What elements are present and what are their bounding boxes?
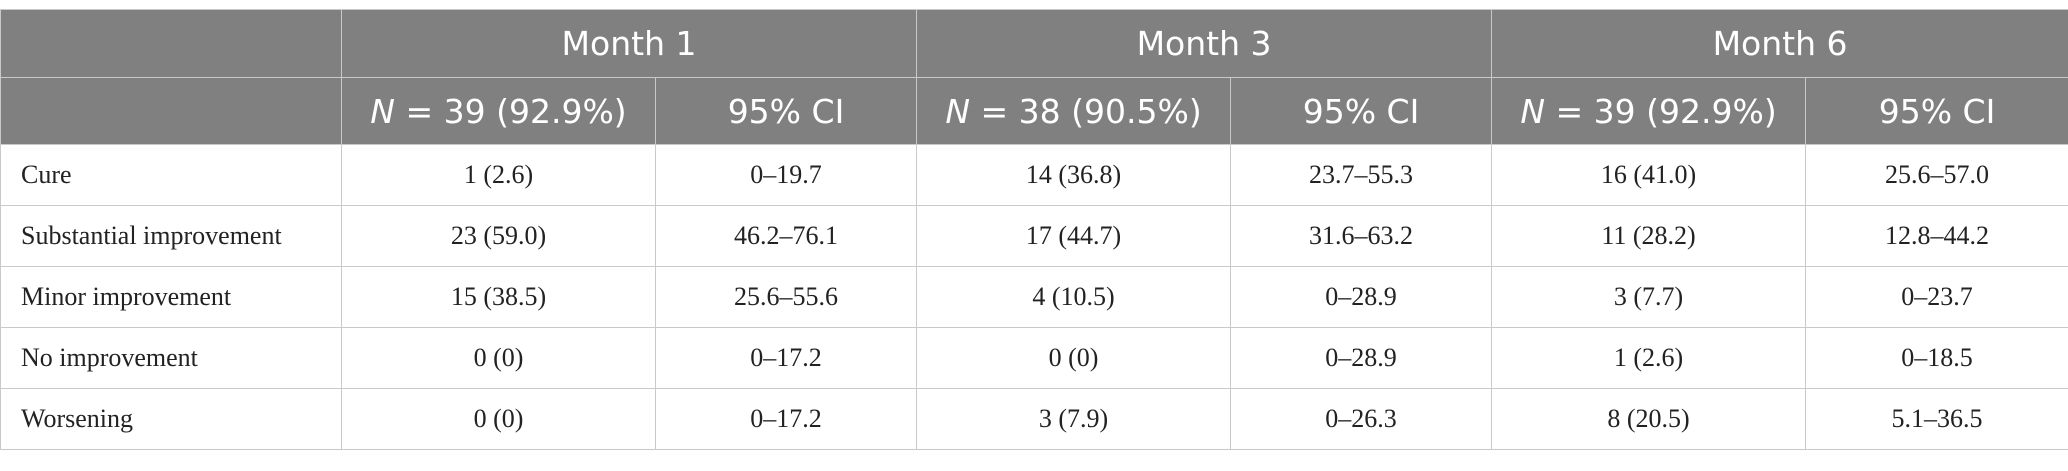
header-n-month-6: N = 39 (92.9%)	[1491, 77, 1807, 145]
table-cell: 0 (0)	[341, 388, 656, 450]
table-cell: 3 (7.9)	[916, 388, 1232, 450]
table-row: No improvement 0 (0) 0–17.2 0 (0) 0–28.9…	[0, 327, 2068, 389]
table-cell: 0 (0)	[341, 327, 656, 389]
table-cell: 0–18.5	[1805, 327, 2068, 389]
table-cell: 1 (2.6)	[1491, 327, 1807, 389]
table-cell: 0–19.7	[654, 144, 918, 206]
table-cell: 0–28.9	[1230, 327, 1493, 389]
row-label: Substantial improvement	[0, 205, 342, 267]
table-cell: 0–26.3	[1230, 388, 1493, 450]
header-ci-month-3: 95% CI	[1230, 77, 1493, 145]
table-cell: 11 (28.2)	[1491, 205, 1807, 267]
header-month-6: Month 6	[1491, 9, 2068, 78]
table-row: Minor improvement 15 (38.5) 25.6–55.6 4 …	[0, 266, 2068, 328]
row-label: No improvement	[0, 327, 342, 389]
table-row: Cure 1 (2.6) 0–19.7 14 (36.8) 23.7–55.3 …	[0, 144, 2068, 206]
table-cell: 25.6–55.6	[654, 266, 918, 328]
table-cell: 16 (41.0)	[1491, 144, 1807, 206]
table-cell: 14 (36.8)	[916, 144, 1232, 206]
n-symbol: N	[370, 91, 395, 131]
table-cell: 3 (7.7)	[1491, 266, 1807, 328]
n-value: = 39 (92.9%)	[394, 91, 627, 131]
table-cell: 0–28.9	[1230, 266, 1493, 328]
row-label: Cure	[0, 144, 342, 206]
table-cell: 15 (38.5)	[341, 266, 656, 328]
table-cell: 17 (44.7)	[916, 205, 1232, 267]
table-cell: 0–17.2	[654, 388, 918, 450]
header-month-3: Month 3	[916, 9, 1493, 78]
outcomes-table: Month 1 Month 3 Month 6 N = 39 (92.9%) 9…	[0, 9, 2068, 450]
table-cell: 4 (10.5)	[916, 266, 1232, 328]
table-cell: 8 (20.5)	[1491, 388, 1807, 450]
header-corner-cell	[0, 9, 342, 78]
table-cell: 12.8–44.2	[1805, 205, 2068, 267]
table-cell: 0–17.2	[654, 327, 918, 389]
header-month-1: Month 1	[340, 9, 918, 78]
header-row-months: Month 1 Month 3 Month 6	[0, 9, 2068, 78]
table-cell: 0 (0)	[916, 327, 1232, 389]
table-row: Worsening 0 (0) 0–17.2 3 (7.9) 0–26.3 8 …	[0, 388, 2068, 450]
table-cell: 46.2–76.1	[654, 205, 918, 267]
table-cell: 5.1–36.5	[1805, 388, 2068, 450]
header-ci-month-1: 95% CI	[654, 77, 918, 145]
table-cell: 23 (59.0)	[341, 205, 656, 267]
header-row-subheaders: N = 39 (92.9%) 95% CI N = 38 (90.5%) 95%…	[0, 77, 2068, 145]
n-value: = 39 (92.9%)	[1545, 91, 1777, 131]
table-cell: 25.6–57.0	[1805, 144, 2068, 206]
n-symbol: N	[945, 91, 970, 131]
table-cell: 0–23.7	[1805, 266, 2068, 328]
n-value: = 38 (90.5%)	[970, 91, 1202, 131]
header-n-month-3: N = 38 (90.5%)	[916, 77, 1232, 145]
row-label: Worsening	[0, 388, 342, 450]
table-row: Substantial improvement 23 (59.0) 46.2–7…	[0, 205, 2068, 267]
results-table-container: Month 1 Month 3 Month 6 N = 39 (92.9%) 9…	[0, 9, 2068, 450]
n-symbol: N	[1520, 91, 1546, 131]
header-n-month-1: N = 39 (92.9%)	[341, 77, 656, 145]
row-label: Minor improvement	[0, 266, 342, 328]
table-cell: 31.6–63.2	[1230, 205, 1493, 267]
header-corner-cell-lower	[0, 77, 342, 145]
header-ci-month-6: 95% CI	[1805, 77, 2068, 145]
table-cell: 23.7–55.3	[1230, 144, 1493, 206]
table-cell: 1 (2.6)	[341, 144, 656, 206]
